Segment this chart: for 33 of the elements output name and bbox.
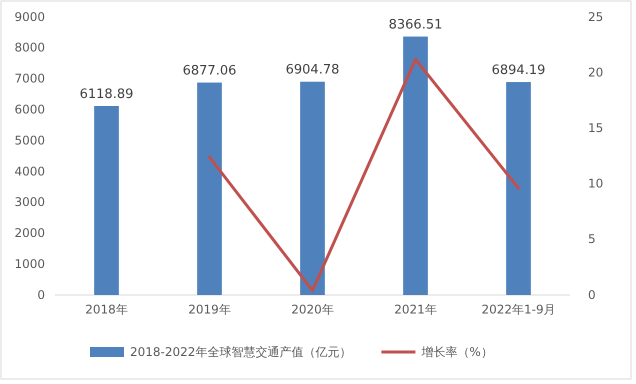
y-tick-label: 4000 [14, 164, 45, 178]
x-tick-label: 2020年 [291, 302, 334, 317]
y-tick-label: 9000 [14, 10, 45, 24]
bar [403, 36, 428, 295]
y-tick-label: 1000 [14, 256, 45, 271]
legend-label: 2018-2022年全球智慧交通产值（亿元） [130, 345, 352, 359]
bar [197, 82, 222, 295]
y-tick-label: 5000 [14, 133, 45, 148]
bar [300, 82, 325, 295]
data-label: 6877.06 [182, 64, 236, 79]
y2-tick-label: 10 [588, 176, 604, 191]
bar [506, 82, 531, 295]
data-label: 6904.78 [286, 62, 340, 78]
y2-tick-label: 20 [588, 65, 604, 80]
y-tick-label: 2000 [14, 226, 45, 240]
y-tick-label: 8000 [14, 40, 45, 55]
y2-tick-label: 0 [588, 288, 596, 302]
y-tick-label: 7000 [14, 72, 45, 86]
legend-label: 增长率（%） [420, 345, 493, 359]
y-tick-label: 6000 [14, 102, 45, 117]
y2-tick-label: 15 [588, 121, 604, 136]
y-tick-label: 3000 [14, 195, 45, 210]
x-tick-label: 2021年 [394, 302, 437, 317]
y2-tick-label: 5 [588, 232, 596, 246]
bar [94, 106, 119, 295]
x-tick-label: 2022年1-9月 [481, 302, 556, 317]
y-tick-label: 0 [37, 288, 45, 302]
data-label: 6118.89 [80, 86, 134, 102]
data-label: 6894.19 [492, 63, 546, 78]
x-tick-label: 2019年 [188, 302, 231, 317]
y2-tick-label: 25 [588, 10, 604, 24]
x-tick-label: 2018年 [85, 302, 128, 317]
data-label: 8366.51 [388, 18, 442, 33]
